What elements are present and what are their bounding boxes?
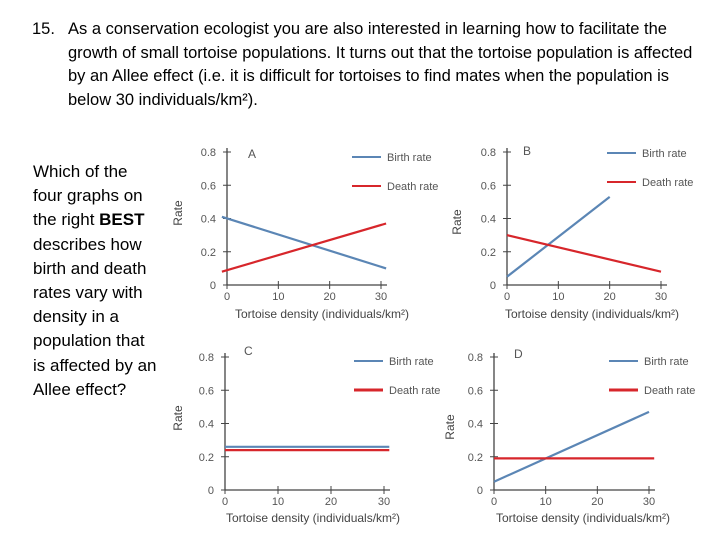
panel-b-x-tick-label: 10 (552, 291, 564, 303)
panel-b-y-tick-label: 0.8 (481, 147, 496, 159)
panel-c-x-tick-label: 20 (325, 496, 337, 508)
panel-a-x-axis-title: Tortoise density (individuals/km²) (235, 307, 409, 321)
panel-d-legend-birth-label: Birth rate (644, 356, 689, 368)
panel-a-legend-death-label: Death rate (387, 181, 438, 193)
panel-c-y-tick-label: 0.2 (199, 452, 214, 464)
panel-a-legend-birth-label: Birth rate (387, 152, 432, 164)
panel-b-x-tick-label: 0 (504, 291, 510, 303)
prompt-bold: BEST (99, 210, 145, 230)
answer-prompt: Which of the four graphs on the right BE… (33, 160, 161, 402)
panel-d-y-axis-title: Rate (443, 414, 457, 440)
panel-d-x-axis-title: Tortoise density (individuals/km²) (496, 511, 670, 525)
panel-a-y-tick-label: 0.2 (201, 247, 216, 259)
question-number: 15. (32, 20, 55, 38)
panel-a-x-tick-label: 30 (375, 291, 387, 303)
panel-b-y-tick-label: 0.6 (481, 180, 496, 192)
panel-b-x-tick-label: 20 (604, 291, 616, 303)
panel-c-legend-birth-label: Birth rate (389, 356, 434, 368)
panel-b-legend-birth-label: Birth rate (642, 148, 687, 160)
panel-a-x-tick-label: 0 (224, 291, 230, 303)
panel-a-y-axis-title: Rate (171, 200, 185, 226)
panel-d-x-tick-label: 10 (540, 496, 552, 508)
panel-b-legend-death-label: Death rate (642, 177, 693, 189)
panel-a-y-tick-label: 0.8 (201, 147, 216, 159)
panel-c-label: C (244, 344, 253, 358)
panel-d-y-tick-label: 0.4 (468, 419, 483, 431)
panel-d-y-tick-label: 0 (477, 485, 483, 497)
panel-d-x-tick-label: 0 (491, 496, 497, 508)
panel-c-y-axis-title: Rate (171, 405, 185, 431)
panel-d-y-tick-label: 0.8 (468, 352, 483, 364)
panel-a-x-tick-label: 20 (324, 291, 336, 303)
panel-d-label: D (514, 347, 523, 361)
panel-c-x-tick-label: 0 (222, 496, 228, 508)
panel-a-y-tick-label: 0.4 (201, 214, 216, 226)
panel-a-birth-rate-line (221, 215, 387, 270)
panel-d-x-tick-label: 30 (643, 496, 655, 508)
question: 15. As a conservation ecologist you are … (32, 18, 712, 112)
panel-b-death-rate-line (506, 234, 662, 273)
panel-c-x-axis-title: Tortoise density (individuals/km²) (226, 511, 400, 525)
panel-b-label: B (523, 144, 531, 158)
panel-b-y-axis-title: Rate (450, 209, 464, 235)
panel-c-y-tick-label: 0.4 (199, 419, 214, 431)
panel-a-x-tick-label: 10 (272, 291, 284, 303)
panel-d-y-tick-label: 0.2 (468, 452, 483, 464)
panel-c-y-tick-label: 0.6 (199, 385, 214, 397)
prompt-after: describes how birth and death rates vary… (33, 234, 157, 399)
panel-b-y-tick-label: 0 (490, 280, 496, 292)
panel-a-label: A (248, 147, 256, 161)
panel-d-birth-rate-line (493, 410, 650, 483)
panel-b-y-tick-label: 0.2 (481, 247, 496, 259)
panel-a-y-tick-label: 0 (210, 280, 216, 292)
question-text: As a conservation ecologist you are also… (68, 20, 693, 109)
panel-c-x-tick-label: 30 (378, 496, 390, 508)
panel-c-y-tick-label: 0 (208, 485, 214, 497)
panel-b-x-tick-label: 30 (655, 291, 667, 303)
panel-a-y-tick-label: 0.6 (201, 180, 216, 192)
panel-b-birth-rate-line (506, 196, 611, 278)
panel-d-x-tick-label: 20 (591, 496, 603, 508)
panel-d-legend-death-label: Death rate (644, 385, 695, 397)
panel-c-y-tick-label: 0.8 (199, 352, 214, 364)
panel-d-y-tick-label: 0.6 (468, 385, 483, 397)
panel-b-x-axis-title: Tortoise density (individuals/km²) (505, 307, 679, 321)
panel-c-legend-death-label: Death rate (389, 385, 440, 397)
panel-c-x-tick-label: 10 (272, 496, 284, 508)
panel-a-death-rate-line (221, 222, 387, 273)
panel-b-y-tick-label: 0.4 (481, 214, 496, 226)
prompt-before: Which of the four graphs on the right (33, 162, 143, 230)
